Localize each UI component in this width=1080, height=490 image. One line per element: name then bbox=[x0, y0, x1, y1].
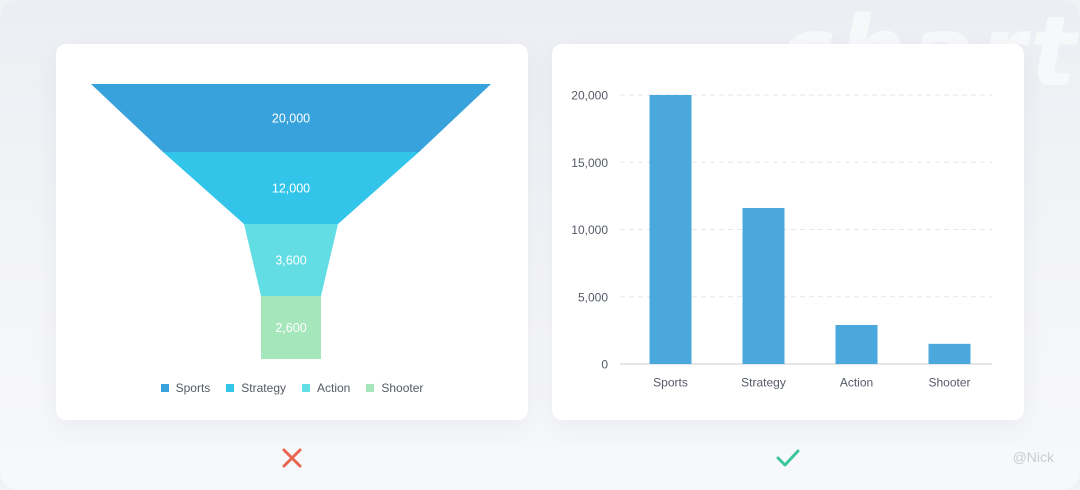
bar-chart-card: 0 5,000 10,000 15,000 20,000 Sports Strategy Ac… bbox=[552, 44, 1024, 420]
funnel-segment-action bbox=[244, 224, 338, 296]
funnel-legend: Sports Strategy Action Shooter bbox=[56, 381, 528, 395]
legend-swatch bbox=[226, 384, 235, 392]
bar-chart: 0 5,000 10,000 15,000 20,000 Sports Strategy Ac… bbox=[571, 89, 992, 390]
funnel-value-label: 20,000 bbox=[272, 112, 310, 126]
legend-label: Shooter bbox=[381, 381, 424, 395]
legend-label: Sports bbox=[175, 381, 211, 395]
legend-item-strategy: Strategy bbox=[226, 381, 286, 395]
cross-icon bbox=[280, 446, 304, 470]
funnel-value-label: 12,000 bbox=[272, 182, 310, 196]
author-credit: @Nick bbox=[1012, 449, 1054, 465]
check-icon bbox=[776, 446, 800, 470]
legend-swatch bbox=[302, 384, 310, 392]
y-tick-label: 10,000 bbox=[571, 223, 608, 237]
legend-item-shooter: Shooter bbox=[366, 381, 423, 395]
funnel-value-label: 2,600 bbox=[275, 321, 306, 335]
funnel-segment-shooter bbox=[261, 296, 321, 359]
x-tick-label: Strategy bbox=[741, 376, 786, 390]
x-tick-label: Sports bbox=[653, 376, 688, 390]
bar-shooter bbox=[928, 343, 971, 364]
legend-swatch bbox=[160, 384, 169, 392]
bar-sports bbox=[649, 95, 692, 364]
x-tick-label: Shooter bbox=[928, 376, 970, 390]
legend-swatch bbox=[366, 384, 375, 392]
bar-action bbox=[835, 324, 878, 364]
funnel-value-label: 3,600 bbox=[275, 254, 306, 268]
legend-label: Action bbox=[317, 381, 351, 395]
legend-item-action: Action bbox=[302, 381, 350, 395]
y-tick-label: 5,000 bbox=[578, 290, 608, 304]
funnel-chart-card: 20,000 12,000 3,600 2,600 Sports Strategy A… bbox=[56, 44, 528, 420]
funnel-segment-sports bbox=[91, 84, 491, 152]
legend-label: Strategy bbox=[241, 381, 286, 395]
funnel-chart: 20,000 12,000 3,600 2,600 bbox=[91, 84, 491, 359]
funnel-segment-strategy bbox=[163, 152, 419, 224]
y-tick-label: 15,000 bbox=[571, 156, 608, 170]
legend-item-sports: Sports bbox=[160, 381, 211, 395]
y-tick-label: 0 bbox=[601, 358, 608, 372]
x-tick-label: Action bbox=[840, 376, 873, 390]
y-tick-label: 20,000 bbox=[571, 89, 608, 103]
bar-strategy bbox=[742, 207, 785, 364]
